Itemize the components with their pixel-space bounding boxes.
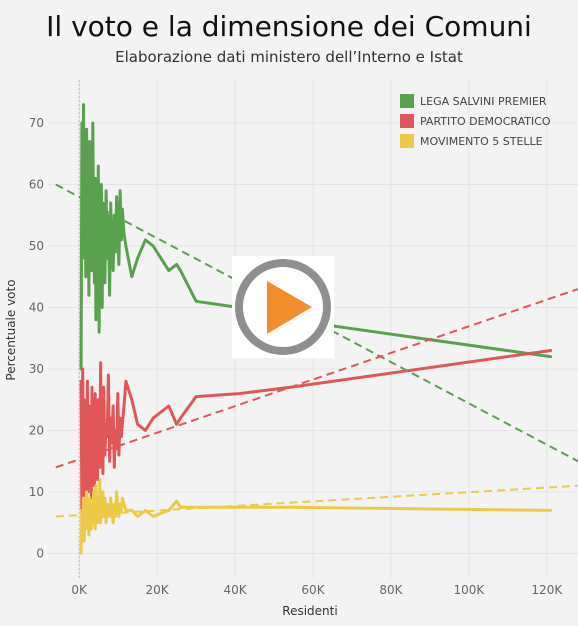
x-tick-label: 100K (453, 583, 485, 597)
y-tick-label: 50 (29, 239, 44, 253)
chart-title: Il voto e la dimensione dei Comuni (46, 10, 532, 43)
series-line-movimento-5-stelle (79, 478, 553, 555)
legend-swatch-partito-democratico (400, 114, 414, 128)
legend-swatch-lega-salvini-premier (400, 94, 414, 108)
x-tick-label: 60K (301, 583, 325, 597)
x-tick-label: 0K (71, 583, 88, 597)
series-line-lega-salvini-premier (79, 103, 553, 371)
y-tick-label: 20 (29, 423, 44, 437)
series-line-partito-democratico (79, 349, 553, 518)
y-tick-label: 60 (29, 178, 44, 192)
trendline-partito-democratico (55, 288, 578, 469)
y-tick-label: 10 (29, 485, 44, 499)
y-tick-label: 70 (29, 116, 44, 130)
x-tick-label: 40K (223, 583, 247, 597)
trendline-movimento-5-stelle (55, 484, 578, 518)
x-tick-label: 20K (146, 583, 170, 597)
y-tick-label: 0 (36, 546, 44, 560)
play-icon (235, 259, 331, 355)
chart-subtitle: Elaborazione dati ministero dell’Interno… (115, 48, 463, 66)
play-button[interactable] (232, 256, 334, 358)
legend-label-partito-democratico: PARTITO DEMOCRATICO (420, 115, 551, 128)
legend-label-movimento-5-stelle: MOVIMENTO 5 STELLE (420, 135, 543, 148)
x-tick-label: 120K (531, 583, 563, 597)
trendline-lega-salvini-premier (55, 183, 578, 463)
legend-swatch-movimento-5-stelle (400, 134, 414, 148)
y-tick-label: 40 (29, 300, 44, 314)
x-axis-label: Residenti (282, 604, 337, 618)
y-tick-label: 30 (29, 362, 44, 376)
x-tick-label: 80K (379, 583, 403, 597)
legend-label-lega-salvini-premier: LEGA SALVINI PREMIER (420, 95, 547, 108)
y-axis-label: Percentuale voto (4, 279, 18, 380)
